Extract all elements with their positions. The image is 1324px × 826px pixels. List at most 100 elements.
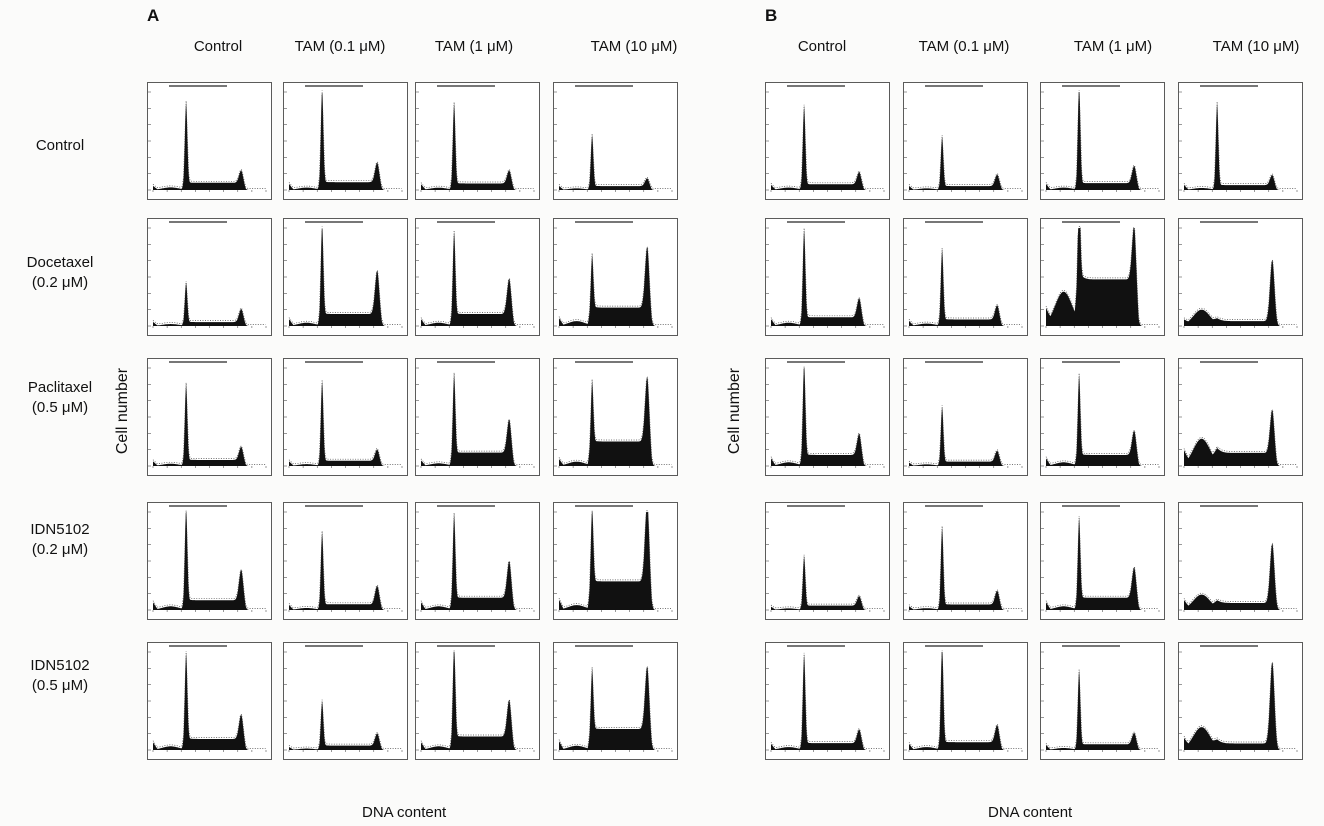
histogram-b-r5-c3: [1040, 642, 1165, 760]
histogram-area: [1046, 228, 1159, 326]
plot-frame: [283, 82, 408, 200]
col-header-a-3: TAM (1 μM): [434, 38, 514, 55]
plot-header-print: [169, 361, 227, 363]
histogram-a-r5-c4: [553, 642, 678, 760]
fit-envelope: [1183, 542, 1297, 609]
fit-envelope: [420, 230, 534, 325]
histogram-b-r4-c2: [903, 502, 1028, 620]
panel-letter-b: B: [765, 6, 778, 25]
plot-frame: [283, 358, 408, 476]
histogram-b-r5-c4: [1178, 642, 1303, 760]
fit-envelope: [558, 666, 672, 749]
fit-envelope: [558, 133, 672, 189]
histogram-a-r2-c1: [147, 218, 272, 336]
row-header-4: IDN5102 (0.2 μM): [30, 521, 90, 558]
plot-header-print: [925, 505, 983, 507]
histogram-a-r5-c1: [147, 642, 272, 760]
fit-envelope: [558, 246, 672, 325]
fit-envelope: [1045, 373, 1159, 465]
histogram-a-r2-c4: [553, 218, 678, 336]
histogram-area: [1184, 661, 1297, 750]
fit-envelope: [1045, 668, 1159, 749]
histogram-b-r4-c3: [1040, 502, 1165, 620]
histogram-a-r1-c4: [553, 82, 678, 200]
plot-header-print: [437, 645, 495, 647]
plot-header-print: [437, 85, 495, 87]
plot-header-print: [1062, 645, 1120, 647]
plot-header-print: [925, 85, 983, 87]
plot-header-print: [305, 361, 363, 363]
plot-header-print: [437, 361, 495, 363]
plot-header-print: [575, 645, 633, 647]
col-header-b-4: TAM (10 μM): [1212, 38, 1300, 55]
plot-frame: [765, 642, 890, 760]
panel-letter-a: A: [147, 6, 160, 25]
col-header-a-4: TAM (10 μM): [590, 38, 678, 55]
plot-header-print: [575, 505, 633, 507]
histogram-area: [559, 666, 672, 750]
row-header-5: IDN5102 (0.5 μM): [30, 657, 90, 694]
fit-envelope: [1183, 101, 1297, 189]
histogram-a-r4-c4: [553, 502, 678, 620]
histogram-b-r4-c4: [1178, 502, 1303, 620]
histogram-area: [559, 246, 672, 326]
fit-envelope: [1045, 226, 1159, 325]
plot-header-print: [305, 221, 363, 223]
fit-envelope: [288, 699, 402, 749]
plot-frame: [415, 82, 540, 200]
plot-header-print: [575, 221, 633, 223]
histogram-a-r2-c3: [415, 218, 540, 336]
fit-envelope: [770, 228, 884, 325]
fit-envelope: [152, 100, 266, 189]
fit-envelope: [1183, 409, 1297, 465]
histogram-b-r3-c4: [1178, 358, 1303, 476]
plot-header-print: [787, 361, 845, 363]
fit-envelope: [420, 372, 534, 465]
histogram-a-r2-c2: [283, 218, 408, 336]
histogram-b-r4-c1: [765, 502, 890, 620]
plot-header-print: [169, 645, 227, 647]
plot-frame: [283, 502, 408, 620]
histogram-a-r1-c3: [415, 82, 540, 200]
plot-header-print: [305, 505, 363, 507]
x-axis-title-b: DNA content: [988, 804, 1073, 821]
col-header-a-1: Control: [193, 38, 243, 55]
plot-frame: [903, 642, 1028, 760]
y-axis-title-a: Cell number: [114, 367, 132, 455]
plot-header-print: [575, 85, 633, 87]
histogram-area: [559, 376, 672, 466]
plot-frame: [1040, 502, 1165, 620]
plot-header-print: [1200, 361, 1258, 363]
histogram-a-r4-c3: [415, 502, 540, 620]
plot-header-print: [169, 85, 227, 87]
plot-frame: [1178, 218, 1303, 336]
fit-envelope: [420, 512, 534, 609]
col-header-b-1: Control: [797, 38, 847, 55]
plot-header-print: [437, 221, 495, 223]
y-axis-title-b: Cell number: [726, 367, 744, 455]
plot-header-print: [305, 85, 363, 87]
histogram-a-r3-c1: [147, 358, 272, 476]
plot-frame: [1040, 82, 1165, 200]
plot-header-print: [787, 505, 845, 507]
plot-frame: [903, 82, 1028, 200]
plot-header-print: [169, 221, 227, 223]
plot-header-print: [787, 221, 845, 223]
histogram-b-r3-c1: [765, 358, 890, 476]
histogram-b-r1-c2: [903, 82, 1028, 200]
plot-frame: [903, 218, 1028, 336]
histogram-b-r2-c3: [1040, 218, 1165, 336]
fit-envelope: [1183, 259, 1297, 325]
histogram-b-r1-c1: [765, 82, 890, 200]
plot-frame: [765, 502, 890, 620]
plot-frame: [147, 502, 272, 620]
plot-header-print: [1062, 85, 1120, 87]
plot-frame: [903, 358, 1028, 476]
histogram-a-r1-c2: [283, 82, 408, 200]
fit-envelope: [152, 510, 266, 609]
fit-envelope: [152, 382, 266, 465]
histogram-area: [1184, 409, 1297, 466]
histogram-a-r5-c2: [283, 642, 408, 760]
plot-frame: [283, 642, 408, 760]
row-header-3: Paclitaxel (0.5 μM): [27, 379, 93, 416]
